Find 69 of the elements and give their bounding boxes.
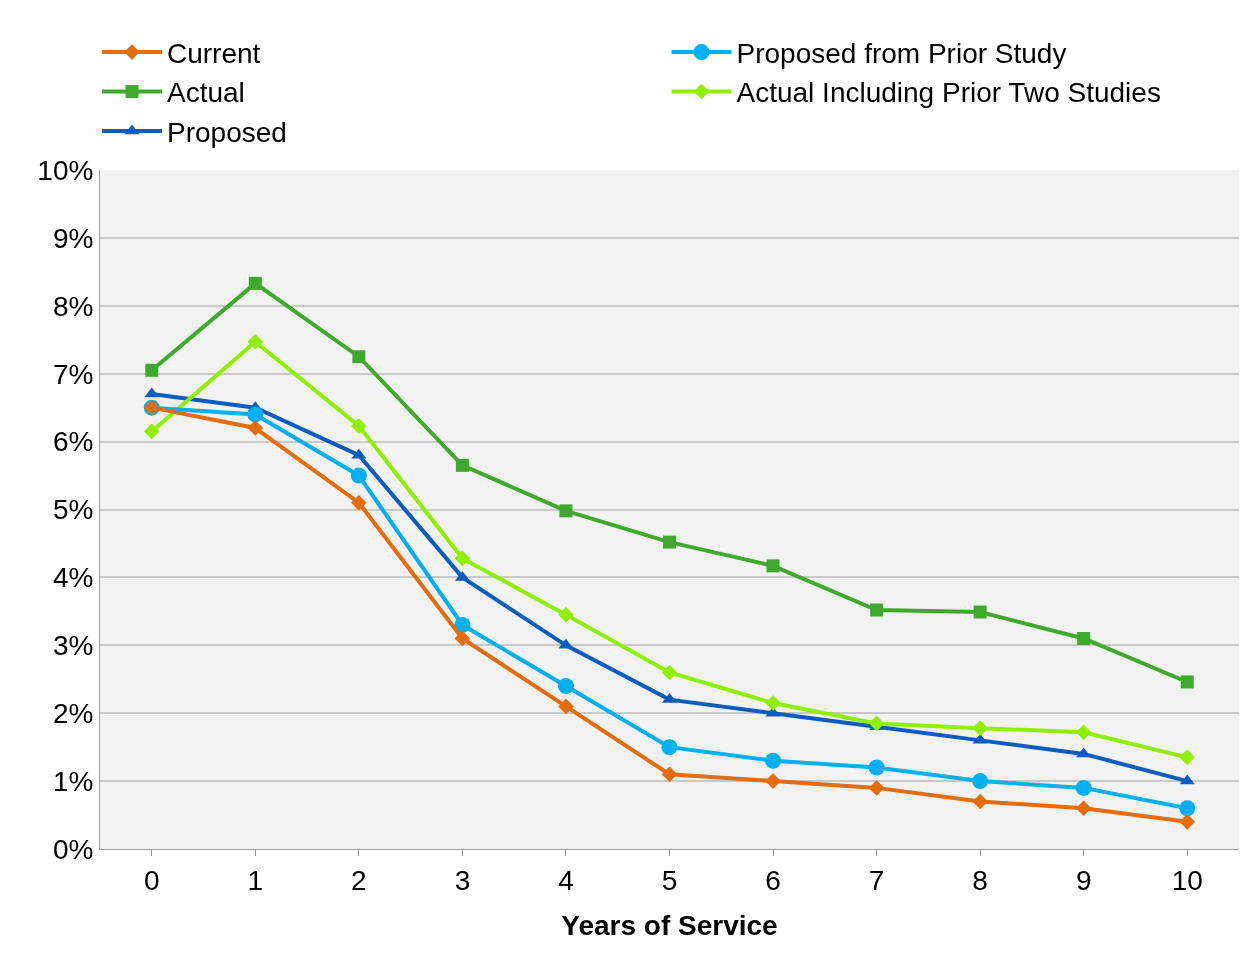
point	[868, 715, 885, 732]
point	[558, 606, 574, 623]
point	[870, 603, 884, 617]
y-tick-label: 7%	[52, 358, 94, 390]
point	[868, 759, 885, 776]
x-tick-label: 8	[972, 864, 988, 896]
point	[247, 333, 264, 350]
point	[868, 780, 885, 796]
y-tick-label: 4%	[52, 562, 94, 594]
point	[973, 605, 987, 619]
point	[661, 739, 678, 756]
point	[352, 350, 366, 364]
point	[351, 494, 367, 511]
x-tick-label: 1	[247, 864, 264, 896]
point	[972, 793, 988, 810]
point	[1179, 749, 1196, 766]
legend-label: Actual Including Prior Two Studies	[736, 77, 1161, 109]
point	[558, 698, 574, 715]
x-tick-label: 6	[765, 864, 781, 896]
point	[661, 664, 678, 681]
point	[1179, 800, 1196, 817]
x-tick-label: 9	[1075, 864, 1092, 896]
point	[248, 276, 262, 290]
y-tick-label: 0%	[52, 833, 94, 865]
point	[455, 458, 469, 472]
point	[765, 773, 781, 789]
x-tick-label: 4	[558, 864, 574, 896]
legend-label: Actual	[167, 77, 245, 109]
x-axis-title: Years of Service	[561, 909, 778, 941]
x-tick-label: 0	[143, 864, 160, 896]
y-tick-label: 10%	[37, 154, 94, 186]
y-tick-label: 9%	[52, 222, 94, 254]
legend-label: Proposed	[167, 116, 287, 148]
x-tick-label: 10	[1171, 864, 1203, 896]
y-tick-label: 5%	[52, 494, 94, 526]
point	[1075, 800, 1092, 817]
point	[766, 559, 780, 573]
point	[1179, 814, 1196, 830]
point	[143, 423, 160, 440]
point	[972, 720, 988, 736]
point	[663, 535, 676, 549]
legend-label: Proposed from Prior Study	[736, 38, 1067, 70]
y-tick-label: 1%	[52, 765, 94, 797]
point	[557, 678, 574, 695]
point	[972, 773, 989, 790]
point	[765, 695, 781, 711]
y-tick-label: 3%	[52, 630, 94, 662]
y-tick-label: 8%	[52, 290, 94, 322]
point	[350, 467, 367, 484]
point	[559, 504, 573, 518]
legend-label: Current	[167, 38, 261, 70]
point	[145, 363, 159, 377]
x-tick-label: 3	[454, 864, 471, 896]
point	[1180, 675, 1194, 689]
point	[351, 418, 367, 434]
y-tick-label: 2%	[52, 698, 94, 729]
x-tick-label: 5	[661, 864, 678, 896]
point	[454, 630, 471, 647]
point	[1077, 632, 1091, 646]
point	[247, 406, 264, 423]
point	[1075, 724, 1092, 741]
point	[661, 766, 678, 783]
point	[247, 420, 264, 436]
x-tick-label: 7	[868, 864, 885, 896]
x-tick-label: 2	[351, 864, 367, 896]
y-tick-label: 6%	[52, 426, 94, 458]
point	[1075, 779, 1092, 796]
point	[765, 752, 782, 769]
point	[454, 550, 471, 567]
